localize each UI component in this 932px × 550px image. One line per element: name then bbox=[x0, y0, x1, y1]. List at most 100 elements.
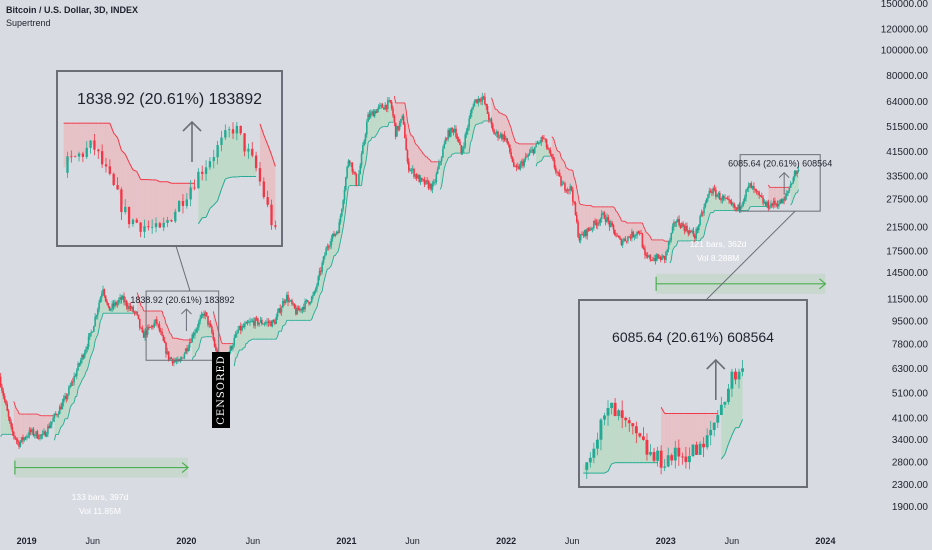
supertrend-line bbox=[14, 405, 17, 410]
supertrend-line bbox=[363, 164, 366, 169]
supertrend-line bbox=[748, 206, 751, 211]
candle-body bbox=[185, 199, 188, 207]
supertrend-fill bbox=[167, 181, 172, 222]
candle-body bbox=[138, 318, 141, 328]
supertrend bbox=[583, 370, 744, 474]
candle-body bbox=[66, 394, 69, 399]
supertrend-fill bbox=[580, 204, 583, 238]
candle-body bbox=[557, 172, 560, 174]
candle-body bbox=[616, 235, 619, 237]
candle-body bbox=[649, 255, 652, 260]
y-tick-label: 100000.00 bbox=[881, 45, 929, 56]
candle-body bbox=[243, 133, 246, 152]
supertrend-fill bbox=[246, 322, 248, 344]
supertrend-line bbox=[68, 407, 71, 414]
supertrend-fill bbox=[536, 143, 538, 167]
supertrend-fill bbox=[141, 306, 143, 331]
supertrend-line bbox=[412, 135, 415, 140]
supertrend-line bbox=[647, 232, 650, 236]
supertrend-fill bbox=[701, 212, 703, 238]
supertrend-line bbox=[219, 335, 222, 342]
supertrend-fill bbox=[248, 321, 250, 341]
supertrend-line bbox=[213, 200, 218, 206]
candle-body bbox=[764, 202, 767, 206]
candle-body bbox=[291, 300, 293, 304]
candle-body bbox=[425, 180, 427, 185]
candle-body bbox=[112, 173, 115, 186]
supertrend-line bbox=[579, 202, 582, 205]
supertrend-fill bbox=[374, 112, 376, 138]
candle-body bbox=[60, 406, 62, 410]
supertrend-fill bbox=[651, 239, 653, 261]
candle-body bbox=[678, 219, 680, 226]
candle-body bbox=[726, 388, 730, 403]
candle-body bbox=[788, 187, 791, 191]
supertrend-fill bbox=[175, 338, 177, 362]
x-tick-label: 2023 bbox=[656, 536, 676, 546]
candle-body bbox=[494, 133, 497, 135]
candle-body bbox=[547, 147, 549, 150]
candle-body bbox=[688, 456, 691, 463]
candle-body bbox=[506, 138, 509, 143]
candle-body bbox=[621, 241, 624, 245]
candle-body bbox=[478, 98, 481, 101]
candle-body bbox=[644, 249, 646, 256]
supertrend-fill bbox=[21, 414, 23, 440]
candle-body bbox=[39, 434, 41, 439]
candle-body bbox=[201, 171, 204, 174]
candle-body bbox=[211, 326, 213, 333]
supertrend-fill bbox=[55, 414, 58, 435]
supertrend-line bbox=[497, 110, 500, 114]
candle-body bbox=[379, 105, 381, 107]
candle-body bbox=[723, 402, 727, 405]
candle-body bbox=[434, 181, 436, 183]
supertrend-line bbox=[554, 141, 557, 147]
candle-body bbox=[131, 219, 135, 225]
candle-body bbox=[515, 166, 518, 168]
candle-body bbox=[666, 249, 669, 252]
indicator-label[interactable]: Supertrend bbox=[6, 18, 51, 28]
candle-body bbox=[152, 325, 154, 328]
candle-body bbox=[233, 337, 236, 346]
candle-body bbox=[367, 114, 369, 122]
candle-body bbox=[397, 126, 400, 130]
supertrend-fill bbox=[0, 381, 2, 437]
candle-body bbox=[401, 116, 404, 120]
candle-body bbox=[719, 404, 723, 415]
supertrend-fill bbox=[566, 167, 568, 191]
candle-body bbox=[111, 303, 114, 309]
candle-body bbox=[768, 207, 771, 209]
supertrend-line bbox=[82, 375, 86, 379]
y-tick-label: 2800.00 bbox=[892, 458, 929, 469]
supertrend-line bbox=[197, 348, 200, 351]
supertrend-line bbox=[181, 338, 184, 341]
candle-body bbox=[275, 316, 278, 324]
supertrend-line bbox=[415, 143, 417, 146]
candle-body bbox=[72, 381, 74, 383]
supertrend-fill bbox=[557, 150, 559, 173]
candle-body bbox=[235, 125, 239, 134]
supertrend-fill bbox=[551, 136, 554, 159]
candle-body bbox=[636, 231, 638, 236]
candle-body bbox=[341, 208, 343, 216]
candle-body bbox=[641, 233, 644, 248]
candle-body bbox=[27, 435, 30, 437]
supertrend-line bbox=[332, 255, 335, 261]
candle-body bbox=[299, 308, 301, 311]
candle-body bbox=[484, 96, 486, 105]
chart-title[interactable]: Bitcoin / U.S. Dollar, 3D, INDEX bbox=[6, 5, 139, 15]
candle-body bbox=[65, 395, 68, 399]
candle-body bbox=[405, 138, 407, 151]
candle-body bbox=[495, 131, 498, 134]
candle-body bbox=[5, 400, 7, 404]
supertrend-line bbox=[217, 189, 222, 201]
candle-body bbox=[40, 434, 43, 436]
candle-body bbox=[166, 220, 169, 223]
supertrend-line bbox=[428, 158, 430, 161]
candle-body bbox=[279, 308, 281, 313]
supertrend-line bbox=[447, 156, 450, 159]
candle-body bbox=[658, 256, 661, 259]
candle-body bbox=[43, 431, 45, 434]
supertrend-line bbox=[16, 408, 19, 411]
